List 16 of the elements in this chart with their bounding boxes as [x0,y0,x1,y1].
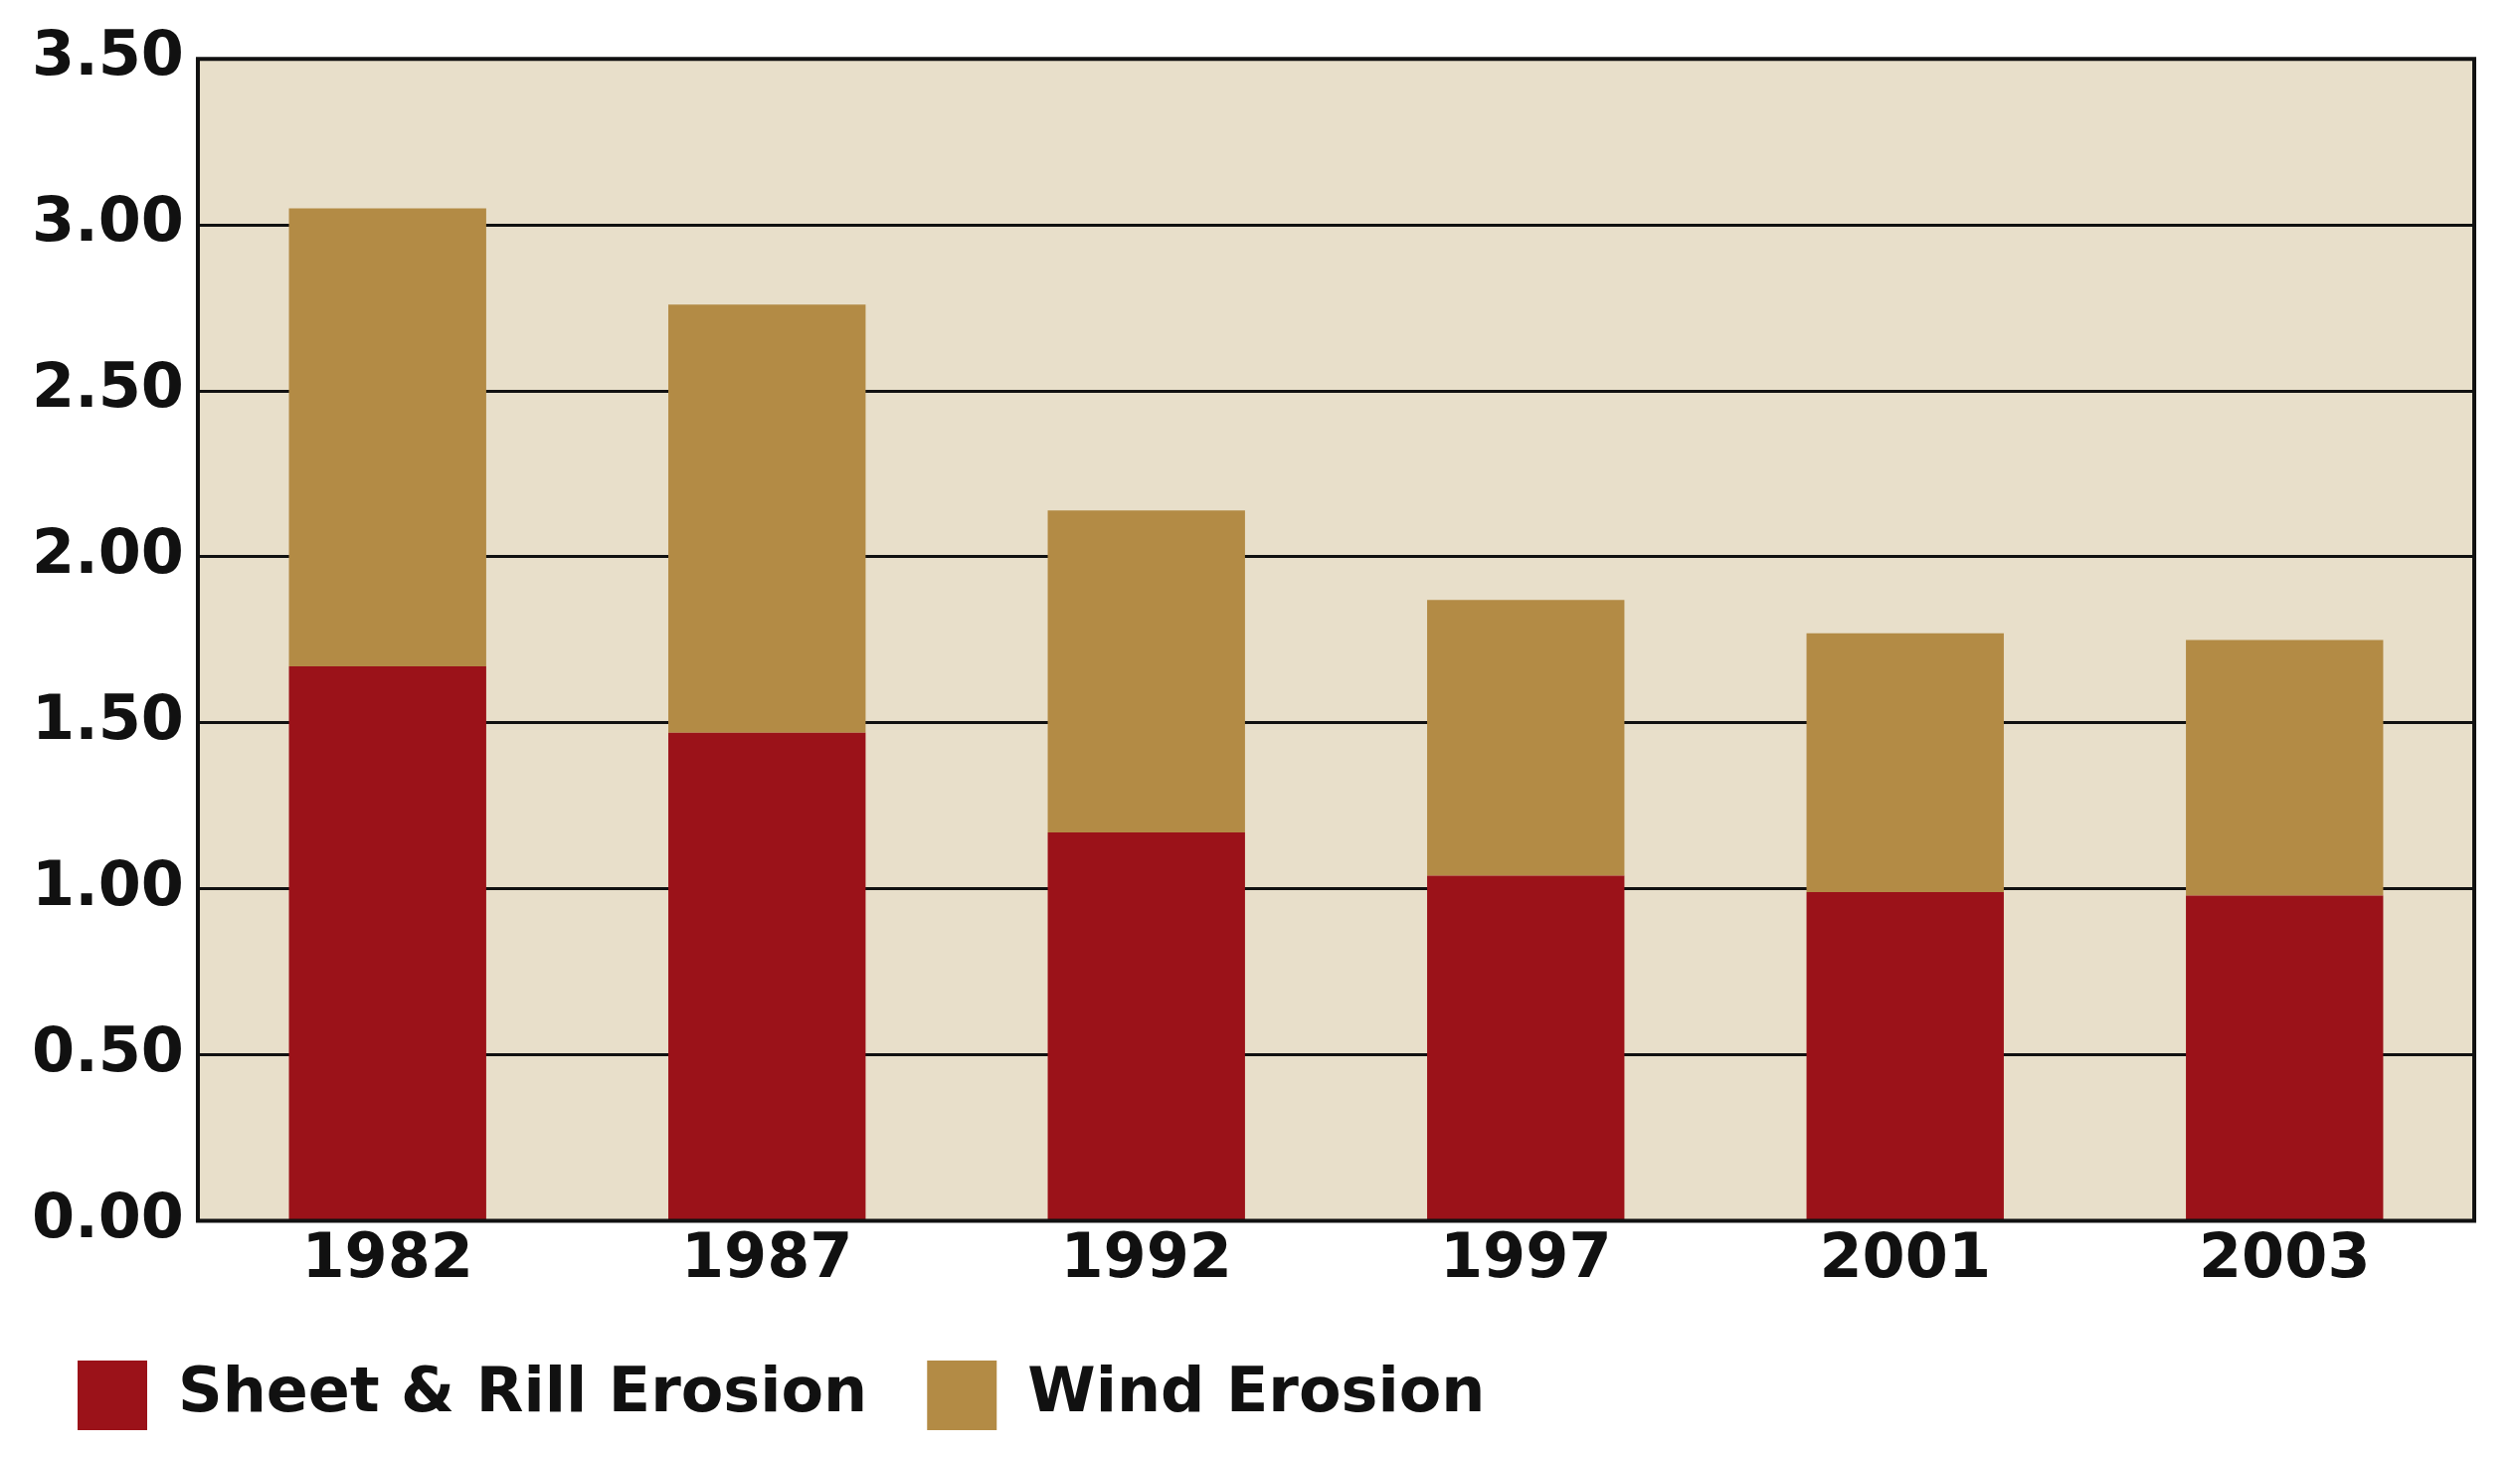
y-tick-label: 0.50 [31,1012,184,1086]
y-tick-label: 2.50 [31,349,184,423]
legend-label: Wind Erosion [1027,1354,1486,1427]
y-tick-label: 1.00 [31,846,184,920]
x-tick-label: 1987 [680,1218,853,1292]
x-tick-label: 1997 [1439,1218,1612,1292]
x-tick-label: 2003 [2198,1218,2371,1292]
y-tick-label: 3.50 [31,17,184,91]
x-tick-label: 1992 [1060,1218,1233,1292]
y-tick-label: 0.00 [31,1179,184,1252]
x-tick-label: 2001 [1819,1218,1992,1292]
legend-label: Sheet & Rill Erosion [178,1354,868,1427]
y-tick-label: 1.50 [31,680,184,754]
y-tick-label: 3.00 [31,183,184,257]
x-tick-label: 1982 [301,1218,474,1292]
y-tick-label: 2.00 [31,515,184,589]
